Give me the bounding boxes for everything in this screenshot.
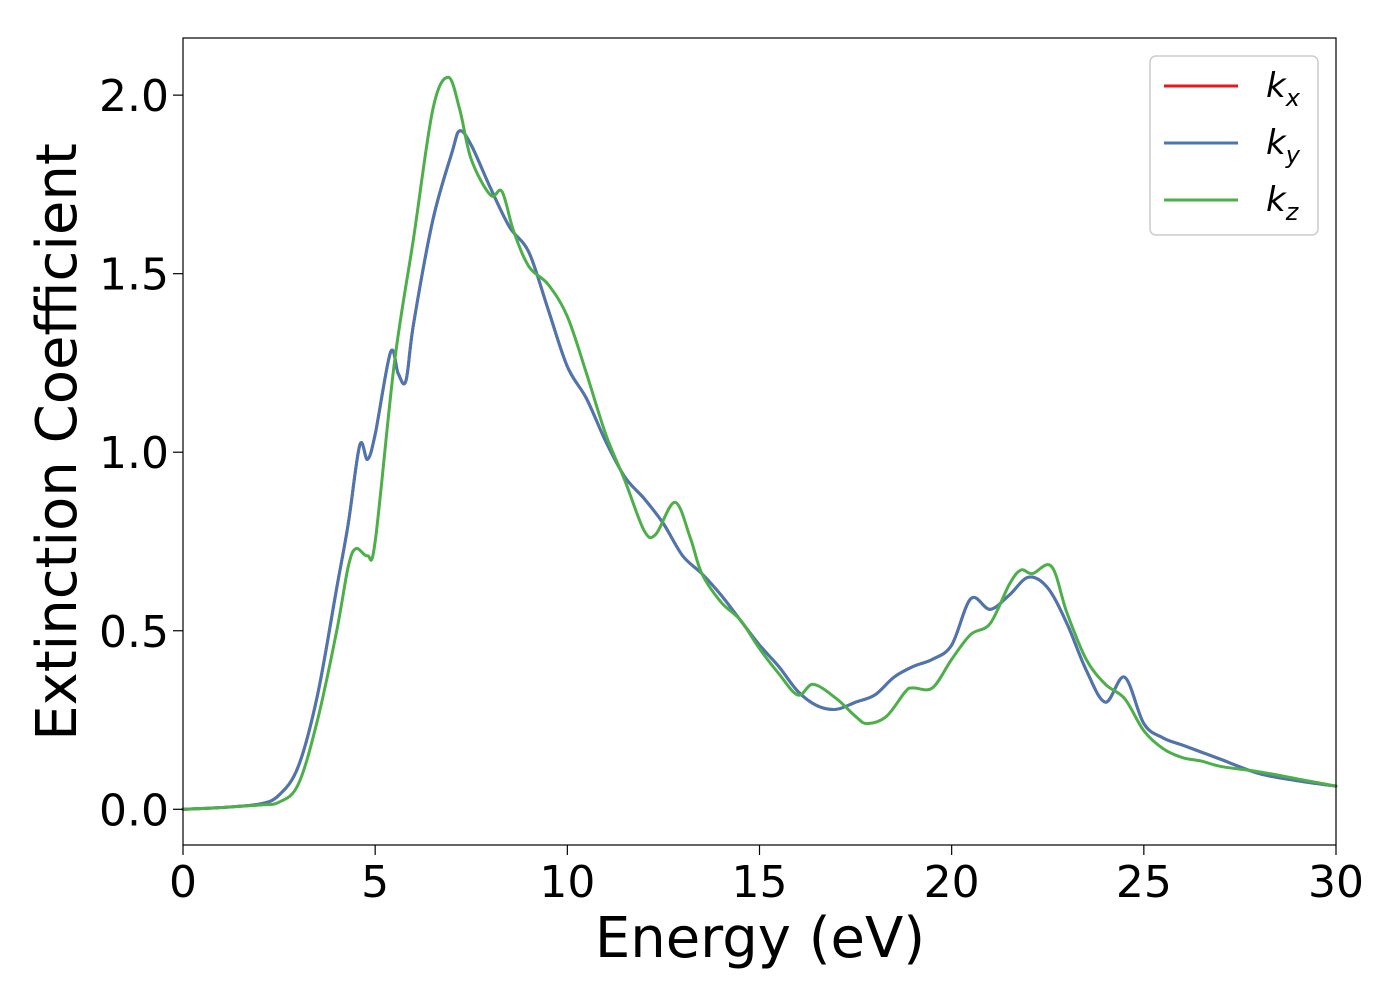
- legend-label-k_y: ky: [1266, 123, 1301, 169]
- y-tick-label: 0.0: [99, 785, 169, 836]
- x-tick-label: 5: [361, 857, 389, 908]
- y-tick-label: 1.0: [99, 428, 169, 479]
- legend: kx ky kz: [1149, 55, 1319, 236]
- x-tick-label: 15: [732, 857, 788, 908]
- y-axis-label: Extinction Coefficient: [25, 143, 90, 741]
- y-tick-label: 1.5: [99, 250, 169, 301]
- x-tick-label: 0: [169, 857, 197, 908]
- x-axis-label: Energy (eV): [595, 906, 925, 971]
- y-axis-ticks: 0.0 0.5 1.0 1.5 2.0: [99, 71, 183, 836]
- y-tick-label: 0.5: [99, 607, 169, 658]
- x-axis-ticks: 0 5 10 15 20 25 30: [169, 845, 1364, 908]
- x-tick-label: 20: [924, 857, 980, 908]
- legend-box: [1149, 55, 1319, 236]
- plot-lines: [181, 75, 1338, 811]
- series-line-k_y: [181, 129, 1338, 811]
- y-tick-label: 2.0: [99, 71, 169, 122]
- legend-label-k_z: kz: [1266, 180, 1300, 226]
- x-tick-label: 10: [539, 857, 595, 908]
- legend-label-k_x: kx: [1266, 66, 1301, 112]
- x-tick-label: 25: [1116, 857, 1172, 908]
- x-tick-label: 30: [1308, 857, 1364, 908]
- series-line-k_z: [181, 75, 1338, 811]
